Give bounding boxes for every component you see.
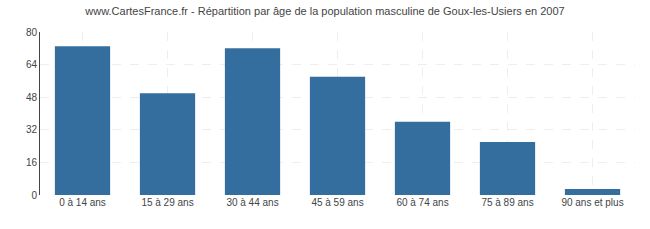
svg-text:45 à 59 ans: 45 à 59 ans bbox=[311, 197, 363, 208]
svg-text:48: 48 bbox=[26, 92, 38, 103]
svg-text:30 à 44 ans: 30 à 44 ans bbox=[226, 197, 278, 208]
svg-text:0 à 14 ans: 0 à 14 ans bbox=[59, 197, 106, 208]
svg-text:16: 16 bbox=[26, 157, 38, 168]
svg-text:90 ans et plus: 90 ans et plus bbox=[561, 197, 623, 208]
svg-text:www.CartesFrance.fr - Répartit: www.CartesFrance.fr - Répartition par âg… bbox=[84, 5, 564, 17]
svg-text:80: 80 bbox=[26, 27, 38, 38]
svg-text:32: 32 bbox=[26, 124, 38, 135]
svg-text:0: 0 bbox=[31, 190, 37, 201]
svg-text:75 à 89 ans: 75 à 89 ans bbox=[481, 197, 533, 208]
svg-text:64: 64 bbox=[26, 59, 38, 70]
svg-text:60 à 74 ans: 60 à 74 ans bbox=[396, 197, 448, 208]
svg-text:15 à 29 ans: 15 à 29 ans bbox=[141, 197, 193, 208]
